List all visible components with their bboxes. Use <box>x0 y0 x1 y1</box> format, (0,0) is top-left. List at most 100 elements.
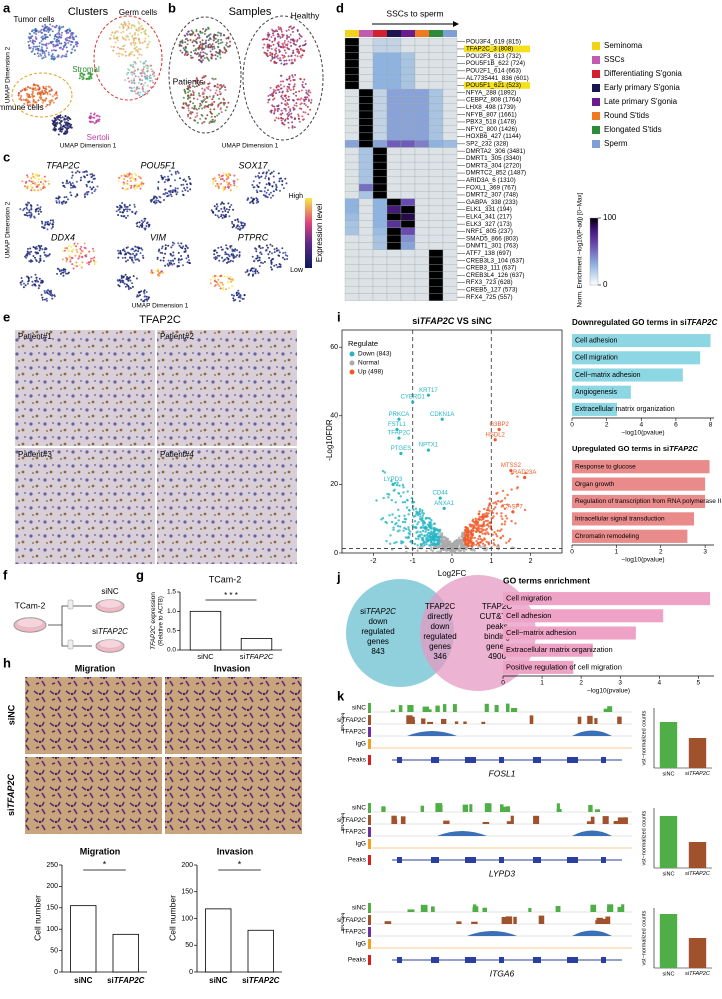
cell-dot <box>289 38 292 41</box>
cell-dot <box>45 255 48 258</box>
row-label: DNMT1_301 (763) <box>466 243 518 250</box>
volcano-dot <box>421 538 425 541</box>
cell-dot <box>26 214 29 217</box>
colorbar <box>305 198 312 268</box>
x-tick-label: 2 <box>605 422 609 429</box>
cell-dot <box>272 92 275 94</box>
cell-line-label: TCam-2 <box>15 600 46 610</box>
cell-dot <box>214 277 217 280</box>
cell-dot <box>281 180 284 183</box>
volcano-dot <box>496 535 499 538</box>
cell-dot <box>30 276 33 279</box>
heat-cell <box>372 271 388 280</box>
x-tick-label: -1 <box>410 558 416 565</box>
volcano-dot <box>419 530 422 534</box>
cell-dot <box>63 249 66 252</box>
cell-dot <box>292 79 295 81</box>
cell-dot <box>44 56 47 58</box>
cell-dot <box>212 94 215 97</box>
volcano-dot <box>474 520 477 523</box>
heat-cell <box>414 118 430 126</box>
volcano-dot <box>471 523 474 527</box>
group-outline <box>11 72 73 118</box>
cell-dot <box>299 45 302 47</box>
cell-dot <box>53 57 56 60</box>
heat-cell <box>400 52 416 61</box>
cell-dot <box>79 179 82 182</box>
volcano-dot <box>421 514 424 517</box>
cell-dot <box>221 41 224 44</box>
row-label: LHX8_498 (1739) <box>466 104 516 111</box>
cell-dot <box>118 26 121 29</box>
cell-dot <box>62 25 65 28</box>
cell-dot <box>227 257 230 260</box>
cell-dot <box>224 258 227 261</box>
cell-dot <box>146 90 149 93</box>
cell-dot <box>133 77 136 80</box>
cell-dot <box>129 86 131 89</box>
signal-bar <box>500 804 504 812</box>
heat-cell <box>358 74 374 82</box>
signal-bar <box>427 709 432 712</box>
cell-dot <box>35 101 38 104</box>
cell-dot <box>139 252 142 255</box>
legend-swatch <box>592 70 600 78</box>
volcano-dot <box>461 532 464 535</box>
cell-dot <box>140 180 143 183</box>
cell-dot <box>124 39 127 41</box>
row-label: ELK3_327 (173) <box>466 221 512 228</box>
cell-dot <box>218 284 221 287</box>
volcano-dot <box>425 536 428 539</box>
cell-dot <box>271 105 274 108</box>
heat-cell <box>428 242 444 250</box>
volcano-dot <box>395 541 398 544</box>
track-label: TFAP2C <box>341 829 366 836</box>
cell-dot <box>225 213 227 216</box>
legend-label: Elongated S'tids <box>604 125 662 134</box>
gene-name: FOSL1 <box>489 768 516 778</box>
volcano-dot <box>478 543 481 547</box>
cell-dot <box>128 53 131 56</box>
cell-dot <box>34 30 37 33</box>
cell-dot <box>307 98 310 101</box>
cell-dot <box>184 92 187 95</box>
volcano-dot <box>477 537 480 541</box>
cell-dot <box>64 247 67 250</box>
legend-dot <box>349 360 355 366</box>
heat-cell <box>428 45 444 53</box>
cell-dot <box>126 182 129 185</box>
cell-dot <box>130 248 133 251</box>
signal-bar <box>587 715 593 724</box>
cell-dot <box>269 51 272 54</box>
cell-dot <box>44 98 47 101</box>
volcano-dot <box>407 526 410 529</box>
cell-dot <box>171 259 174 262</box>
cell-dot <box>275 183 277 186</box>
legend-title: Regulate <box>348 339 378 348</box>
cell-dot <box>211 98 214 101</box>
gene-label: KRT17 <box>419 388 438 394</box>
cell-dot <box>116 30 119 33</box>
cell-dot <box>57 118 59 121</box>
volcano-dot <box>463 550 466 553</box>
cell-dot <box>57 133 60 136</box>
heat-cell <box>442 256 458 265</box>
gene-point <box>442 506 446 510</box>
cell-dot <box>185 50 188 53</box>
cell-dot <box>195 30 198 33</box>
cell-dot <box>234 248 237 251</box>
cell-dot <box>126 34 129 37</box>
cell-dot <box>208 59 210 62</box>
cell-dot <box>185 37 188 40</box>
cell-dot <box>254 247 257 250</box>
cell-dot <box>75 35 78 38</box>
cell-dot <box>124 256 127 259</box>
track-label: IgG <box>356 841 366 848</box>
cell-dot <box>28 94 31 96</box>
cell-dot <box>199 102 202 105</box>
cell-dot <box>56 272 59 275</box>
heat-cell <box>344 132 360 141</box>
cell-dot <box>142 90 145 93</box>
cell-dot <box>40 181 42 184</box>
cell-dot <box>182 103 185 105</box>
